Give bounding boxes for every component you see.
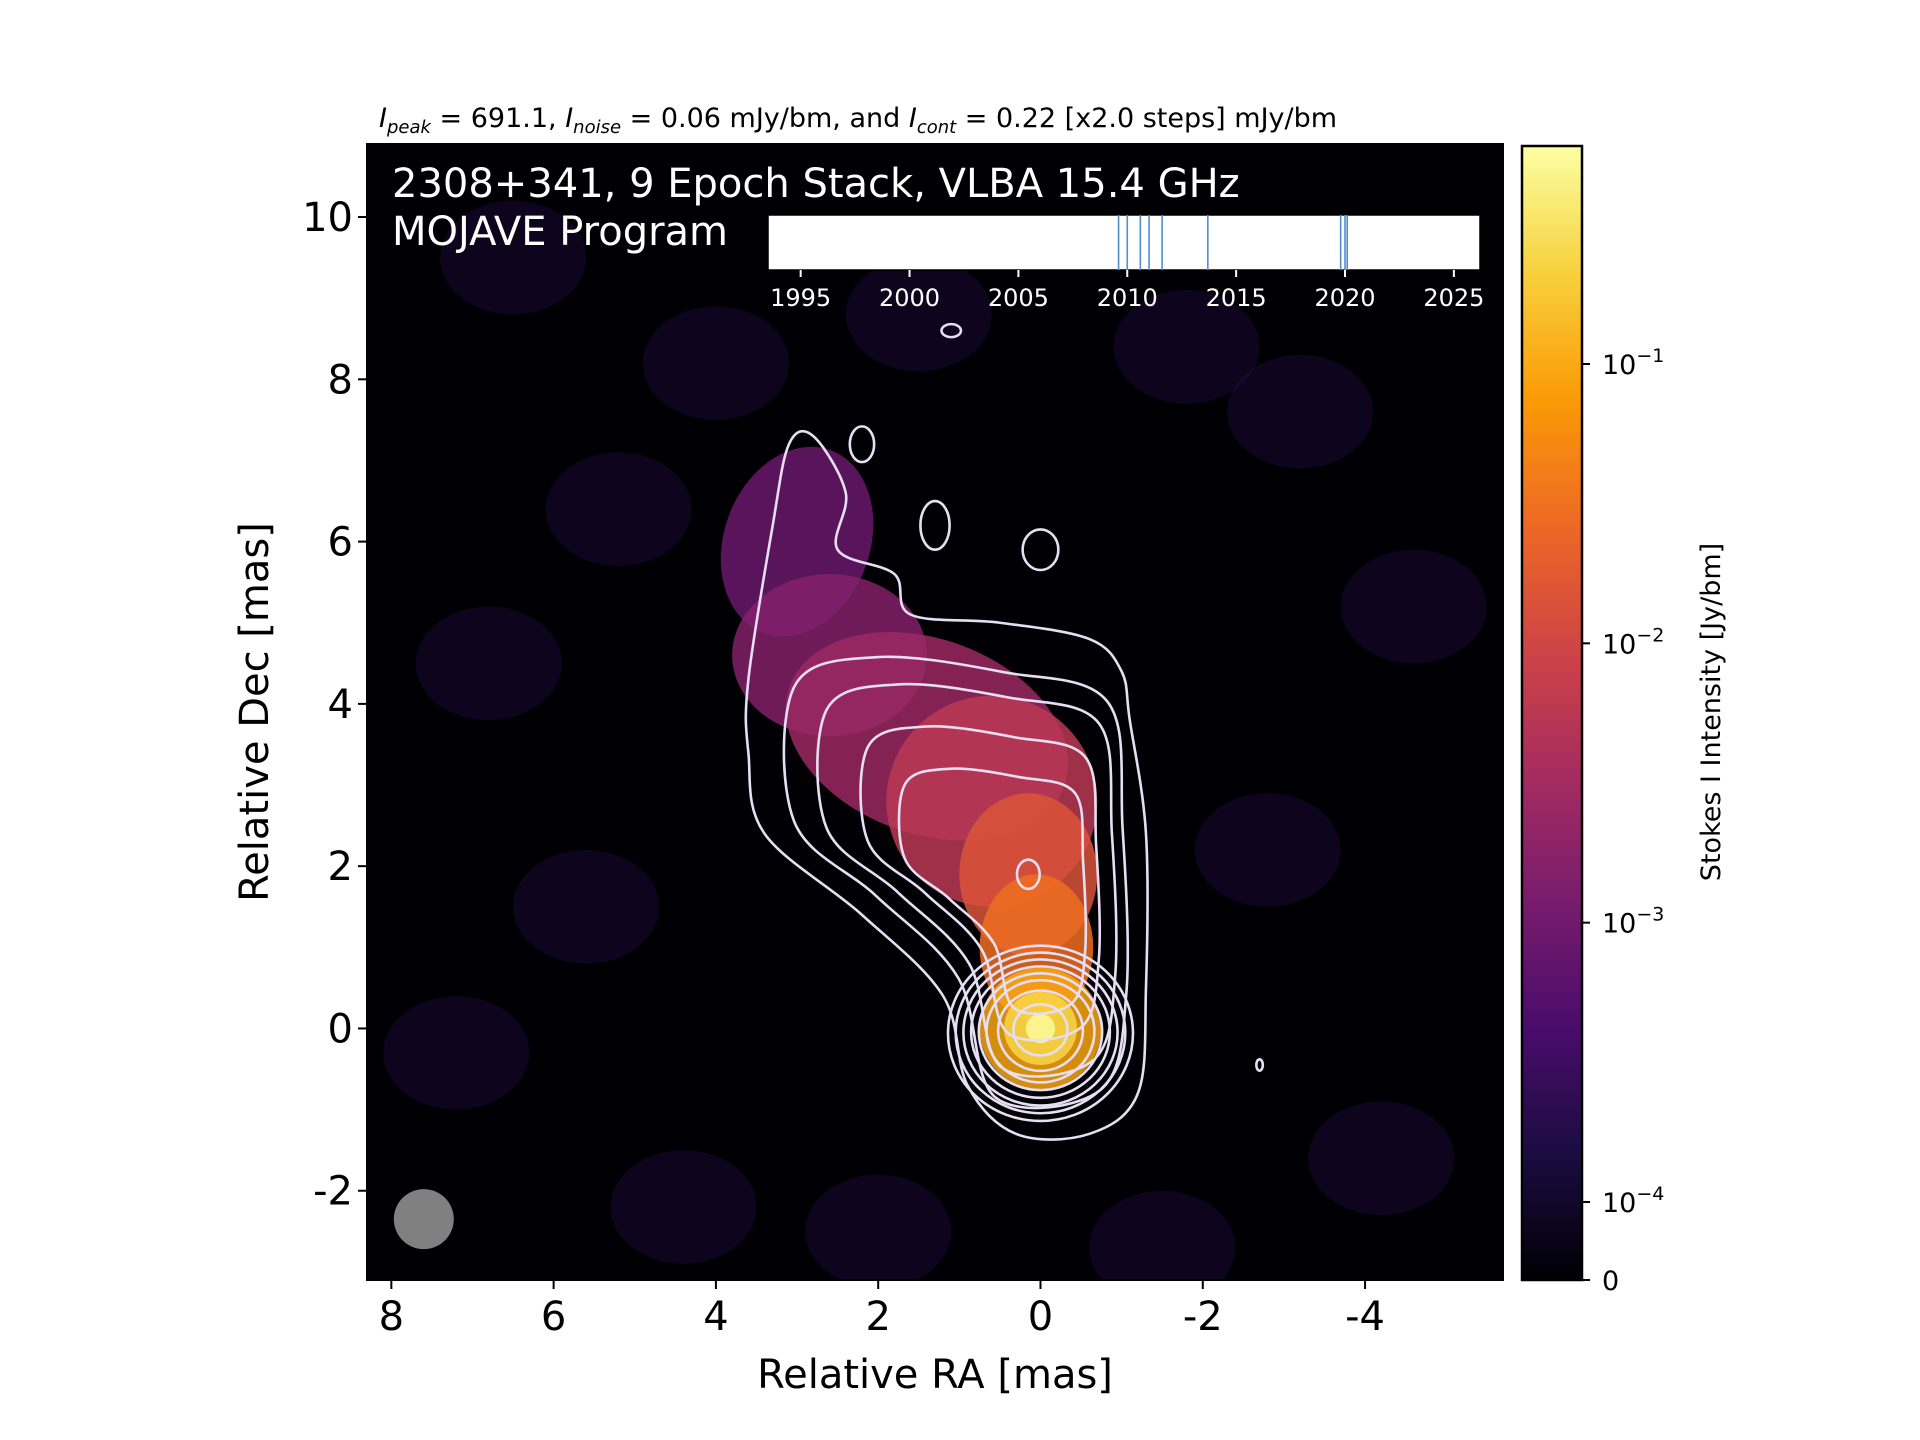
contour-core	[977, 971, 1104, 1092]
noise-symbol: I	[565, 103, 573, 134]
noise-patch	[1308, 1101, 1455, 1216]
x-tick-label: 8	[379, 1294, 404, 1340]
x-axis: 8 6 4 2 0 -2 -4	[379, 1280, 1385, 1340]
noise-patch	[805, 1174, 952, 1280]
contour-core	[996, 989, 1085, 1073]
x-tick-label: -2	[1183, 1294, 1223, 1340]
x-axis-label: Relative RA [mas]	[757, 1352, 1113, 1398]
timeline-tick-label: 1995	[770, 284, 831, 312]
timeline-tick-label: 2025	[1423, 284, 1484, 312]
timeline-box	[767, 214, 1481, 271]
x-tick-label: 4	[703, 1294, 728, 1340]
noise-patch	[1194, 793, 1341, 907]
contour-island	[1255, 1057, 1265, 1072]
y-tick-label: 4	[328, 682, 353, 728]
beam-ellipse	[393, 1189, 454, 1250]
noise-patch	[440, 200, 587, 315]
peak-text: = 691.1,	[431, 103, 565, 134]
contour-lines	[744, 322, 1265, 1141]
timeline-tick-label: 2000	[879, 284, 940, 312]
epoch-markers	[1117, 215, 1348, 270]
image-panel: 8 6 4 2 0 -2 -4 -2 0 2 4 6 8 10 Relative RA [mas] Re…	[232, 143, 1504, 1398]
contour-core	[969, 965, 1112, 1100]
cont-subscript: cont	[917, 117, 957, 138]
contour-core	[954, 951, 1127, 1115]
colorbar-body	[1520, 144, 1584, 1282]
contour-island	[1015, 858, 1041, 891]
y-tick-label: 10	[302, 195, 353, 241]
x-tick-label: -4	[1345, 1294, 1385, 1340]
colorbar-tick-label: 0	[1602, 1266, 1619, 1297]
intensity-blob	[1025, 1013, 1056, 1044]
noise-patch	[513, 849, 660, 964]
noise-patch	[415, 606, 562, 721]
timeline-tick-label: 2005	[988, 284, 1049, 312]
contour-island	[1021, 528, 1060, 572]
noise-patch	[1089, 1190, 1236, 1280]
timeline-tick-label: 2020	[1314, 284, 1375, 312]
source-title: 2308+341, 9 Epoch Stack, VLBA 15.4 GHz	[392, 161, 1240, 207]
y-tick-label: 8	[328, 357, 353, 403]
contour-lowest	[744, 429, 1149, 1141]
noise-patch	[642, 306, 789, 420]
peak-subscript: peak	[386, 117, 433, 138]
colorbar-tick-label: 10−4	[1602, 1183, 1664, 1219]
contour-core	[1012, 1003, 1069, 1057]
noise-patch	[383, 996, 530, 1110]
x-tick-label: 2	[865, 1294, 890, 1340]
x-tick-label: 0	[1028, 1294, 1053, 1340]
y-tick-label: 2	[328, 844, 353, 890]
noise-text: = 0.06 mJy/bm, and	[621, 103, 909, 134]
y-axis: -2 0 2 4 6 8 10	[302, 195, 367, 1215]
noise-subscript: noise	[573, 117, 621, 138]
noise-patch	[545, 452, 692, 566]
image-frame	[366, 143, 1504, 1281]
colorbar-tick-label: 10−1	[1602, 345, 1664, 381]
colorbar: 0 10−4 10−3 10−2 10−1 Stokes I Intensity [Jy…	[1520, 144, 1727, 1297]
peak-symbol: I	[379, 103, 387, 134]
timeline-tick-label: 2010	[1097, 284, 1158, 312]
contour-core	[946, 944, 1135, 1123]
contour-level	[782, 655, 1130, 1110]
colorbar-axis: 0 10−4 10−3 10−2 10−1	[1582, 345, 1664, 1297]
cont-symbol: I	[909, 103, 917, 134]
x-tick-label: 6	[541, 1294, 566, 1340]
intensity-map	[383, 200, 1487, 1280]
y-tick-label: -2	[313, 1169, 353, 1215]
timeline-tick-label: 2015	[1206, 284, 1267, 312]
program-label: MOJAVE Program	[392, 209, 728, 255]
y-tick-label: 0	[328, 1006, 353, 1052]
cont-text: = 0.22 [x2.0 steps] mJy/bm	[956, 103, 1337, 134]
noise-patch	[1340, 549, 1487, 664]
y-tick-label: 6	[328, 520, 353, 566]
noise-patch	[1227, 354, 1374, 469]
contour-island	[940, 322, 963, 339]
noise-patch	[610, 1150, 757, 1264]
colorbar-tick-label: 10−3	[1602, 904, 1664, 940]
colorbar-tick-label: 10−2	[1602, 624, 1664, 660]
colorbar-label: Stokes I Intensity [Jy/bm]	[1696, 543, 1727, 881]
timeline-axis: 1995 2000 2005 2010 2015 2020 2025	[770, 270, 1484, 312]
contour-island	[919, 499, 951, 552]
plot-header: Ipeak = 691.1, Inoise = 0.06 mJy/bm, and…	[379, 103, 1337, 138]
y-axis-label: Relative Dec [mas]	[232, 522, 278, 902]
contour-island	[848, 425, 876, 464]
noise-patch	[845, 257, 992, 372]
noise-patch	[1113, 290, 1260, 404]
contour-core	[962, 958, 1119, 1107]
contour-core	[985, 978, 1096, 1084]
epoch-timeline: 1995 2000 2005 2010 2015 2020 2025	[767, 214, 1484, 312]
